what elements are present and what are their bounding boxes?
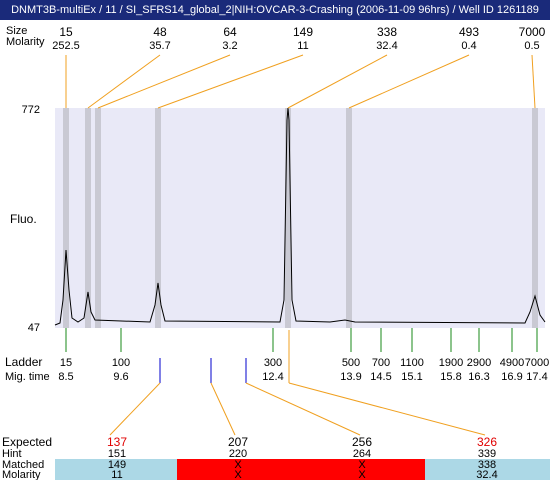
expected-size: 256: [352, 435, 372, 449]
molarity-label: Molarity: [6, 36, 45, 48]
ladder-label: Ladder: [5, 355, 42, 369]
expected-size: 137: [107, 435, 127, 449]
matched-band: [425, 459, 550, 480]
ladder-mig-time: 15.8: [440, 371, 461, 383]
plot-area: [55, 108, 545, 328]
peak-molarity: 0.4: [461, 40, 476, 52]
peak-size: 149: [293, 25, 313, 39]
title-bar: [0, 0, 550, 20]
peak-size: 48: [153, 25, 167, 39]
title: DNMT3B-multiEx / 11 / SI_SFRS14_global_2…: [11, 4, 539, 16]
peak-molarity: 32.4: [376, 40, 397, 52]
peak-band: [346, 108, 352, 328]
hint: 151: [108, 448, 126, 460]
ladder-mig-time: 16.9: [501, 371, 522, 383]
peak-molarity: 252.5: [52, 40, 80, 52]
ladder-mig-time: 8.5: [58, 371, 73, 383]
expected-label: Expected: [2, 435, 52, 449]
peak-band: [63, 108, 69, 328]
ladder-size: 4900: [500, 357, 524, 369]
ladder-mig-time: 15.1: [401, 371, 422, 383]
connector: [288, 382, 486, 436]
ladder-mig-time: 17.4: [526, 371, 547, 383]
ladder-size: 1100: [400, 357, 424, 369]
ladder-mig-time: 16.3: [468, 371, 489, 383]
ladder-size: 100: [112, 357, 130, 369]
connector: [157, 54, 304, 109]
matched: 338: [478, 459, 496, 471]
ladder-size: 500: [342, 357, 360, 369]
peak-size: 64: [223, 25, 237, 39]
result-molarity: 11: [111, 469, 122, 480]
connector: [87, 54, 161, 109]
hint: 339: [478, 448, 496, 460]
y-axis-label: Fluo.: [10, 212, 37, 226]
peak-molarity: 0.5: [524, 40, 539, 52]
peak-molarity: 11: [297, 40, 308, 52]
matched-band: [55, 459, 177, 480]
ladder-size: 15: [60, 357, 72, 369]
result-molarity: 32.4: [476, 469, 497, 480]
ladder-size: 700: [372, 357, 390, 369]
peak-size: 15: [59, 25, 73, 39]
peak-band: [95, 108, 101, 328]
size-label: Size: [6, 25, 27, 37]
hint-label: Hint: [2, 448, 22, 460]
peak-band: [285, 108, 291, 328]
hint: 264: [353, 448, 371, 460]
result-molarity-label: Molarity: [2, 469, 41, 480]
y-top-label: 772: [22, 104, 40, 116]
peak-band: [85, 108, 91, 328]
matched: X: [358, 459, 366, 471]
ladder-size: 7000: [525, 357, 549, 369]
ladder-size: 1900: [439, 357, 463, 369]
peak-size: 493: [459, 25, 479, 39]
mig-time-label: Mig. time: [5, 371, 50, 383]
connector: [531, 54, 536, 109]
ladder-mig-time: 13.9: [340, 371, 361, 383]
ladder-mig-time: 14.5: [370, 371, 391, 383]
expected-size: 207: [228, 435, 248, 449]
peak-molarity: 35.7: [149, 40, 170, 52]
connector: [245, 382, 361, 436]
hint: 220: [229, 448, 247, 460]
connector: [210, 382, 236, 436]
ladder-size: 2900: [467, 357, 491, 369]
peak-size: 7000: [519, 25, 546, 39]
peak-size: 338: [377, 25, 397, 39]
unmatched-band: [177, 459, 425, 480]
connector: [287, 54, 388, 109]
connector: [109, 382, 161, 436]
result-molarity: X: [358, 469, 366, 480]
matched: X: [234, 459, 242, 471]
peak-band: [532, 108, 538, 328]
ladder-size: 300: [264, 357, 282, 369]
ladder-mig-time: 9.6: [113, 371, 128, 383]
matched: 149: [108, 459, 126, 471]
connector: [348, 54, 470, 109]
expected-size: 326: [477, 435, 497, 449]
connector: [97, 54, 231, 109]
ladder-mig-time: 12.4: [262, 371, 283, 383]
peak-band: [155, 108, 161, 328]
trace: [54, 107, 546, 326]
matched-label: Matched: [2, 459, 44, 471]
result-molarity: X: [234, 469, 242, 480]
peak-molarity: 3.2: [222, 40, 237, 52]
y-bottom-label: 47: [28, 322, 40, 334]
